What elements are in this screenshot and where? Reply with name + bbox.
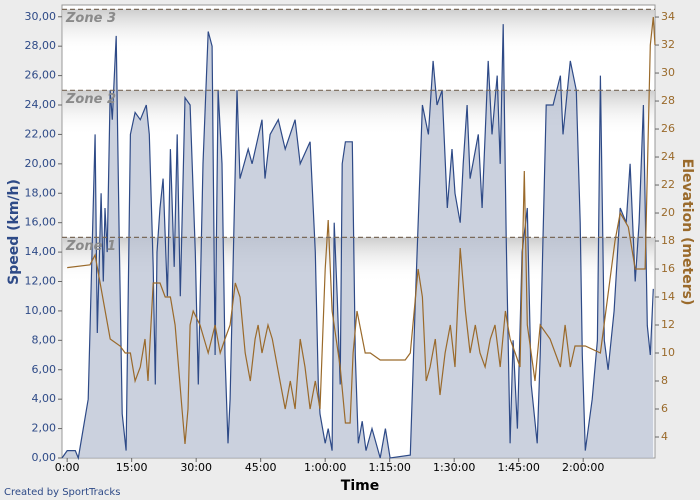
y-tick-label: 28,00 bbox=[25, 39, 57, 52]
y-tick-label: 20,00 bbox=[25, 157, 57, 170]
speed-line bbox=[61, 24, 654, 461]
y-tick-label: 8,00 bbox=[32, 333, 57, 346]
elevation-line bbox=[67, 16, 656, 445]
y2-tick-label: 16 bbox=[661, 262, 675, 275]
y-tick-label: 4,00 bbox=[32, 392, 57, 405]
y2-axis-title: Elevation (meters) bbox=[679, 159, 695, 306]
y2-tick-label: 10 bbox=[661, 346, 675, 359]
y2-tick-label: 24 bbox=[661, 150, 675, 163]
x-tick-label: 1:15:00 bbox=[368, 461, 410, 474]
y-tick-label: 26,00 bbox=[25, 69, 57, 82]
y-tick-label: 0,00 bbox=[32, 451, 57, 464]
y-tick-label: 14,00 bbox=[25, 245, 57, 258]
x-tick-label: 30:00 bbox=[180, 461, 212, 474]
x-tick-label: 15:00 bbox=[116, 461, 148, 474]
y2-tick-label: 28 bbox=[661, 94, 675, 107]
zone-label: Zone 3 bbox=[65, 11, 116, 26]
y-tick-label: 24,00 bbox=[25, 98, 57, 111]
x-tick-label: 1:00:00 bbox=[304, 461, 346, 474]
y2-tick-label: 12 bbox=[661, 318, 675, 331]
x-axis-title: Time bbox=[341, 478, 379, 494]
y2-tick-label: 34 bbox=[661, 10, 675, 23]
credit: Created by SportTracks bbox=[4, 487, 120, 498]
y-tick-label: 30,00 bbox=[25, 10, 57, 23]
y2-tick-label: 4 bbox=[661, 430, 668, 443]
zone-label: Zone 2 bbox=[65, 92, 116, 107]
x-tick-label: 45:00 bbox=[245, 461, 277, 474]
zone-band bbox=[63, 9, 654, 55]
y-axis-title: Speed (km/h) bbox=[6, 179, 22, 285]
y-tick-label: 18,00 bbox=[25, 186, 57, 199]
zone-label: Zone 1 bbox=[65, 239, 116, 254]
speed-area bbox=[62, 24, 654, 458]
y-tick-label: 6,00 bbox=[32, 363, 57, 376]
y-tick-label: 22,00 bbox=[25, 127, 57, 140]
y2-tick-label: 18 bbox=[661, 234, 675, 247]
y-tick-label: 10,00 bbox=[25, 304, 57, 317]
x-tick-label: 1:30:00 bbox=[433, 461, 475, 474]
y2-tick-label: 20 bbox=[661, 206, 675, 219]
y2-tick-label: 14 bbox=[661, 290, 675, 303]
y2-tick-label: 8 bbox=[661, 374, 668, 387]
y-tick-label: 16,00 bbox=[25, 216, 57, 229]
x-tick-label: 2:00:00 bbox=[562, 461, 604, 474]
x-tick-label: 0:00 bbox=[55, 461, 80, 474]
y2-tick-label: 26 bbox=[661, 122, 675, 135]
y2-tick-label: 30 bbox=[661, 66, 675, 79]
y2-tick-label: 32 bbox=[661, 38, 675, 51]
y-tick-label: 12,00 bbox=[25, 275, 57, 288]
y2-tick-label: 6 bbox=[661, 402, 668, 415]
x-tick-label: 1:45:00 bbox=[497, 461, 539, 474]
y-tick-label: 2,00 bbox=[32, 422, 57, 435]
y2-tick-label: 22 bbox=[661, 178, 675, 191]
